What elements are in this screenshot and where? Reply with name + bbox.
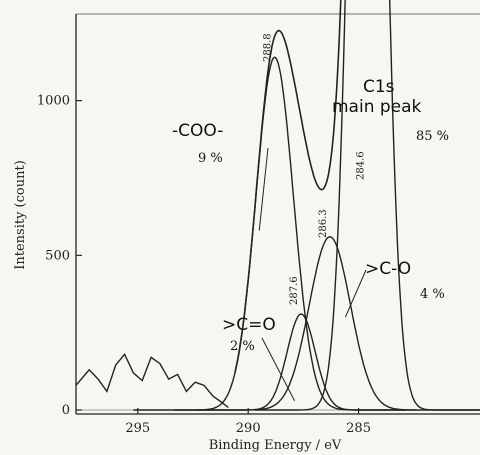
leader-c-single-o [344,269,367,318]
label-c-double-o: >C=O [222,315,276,335]
label-c-single-o: >C-O [365,259,411,279]
envelope-curve [234,0,342,373]
label-c-single-o-percent: 4 % [420,287,445,302]
y-tick-label: 0 [62,403,70,418]
label-main-peak-percent: 85 % [416,129,449,144]
label-c-double-o-percent: 2 % [230,339,255,354]
y-axis-title: Intensity (count) [13,160,28,270]
x-tick-label: 290 [236,421,261,436]
label-coo: -COO- [172,121,223,141]
component-peak-curve [254,0,480,411]
leader-c-double-o [261,337,296,401]
label-main-peak-line1: C1s [363,77,395,97]
peak-center-label: 288.8 [263,33,274,62]
peak-center-label: 287.6 [289,276,300,305]
peak-center-label: 284.6 [355,151,366,180]
x-tick-label: 295 [125,421,150,436]
plot-area: 0 500 1000 295 290 285 288.8 287.6 286.3 284.6 [37,0,480,436]
y-tick-label: 1000 [37,94,70,109]
label-main-peak-line2: main peak [332,97,422,117]
component-peak-curve [174,236,480,411]
peak-center-label: 286.3 [318,209,329,238]
label-coo-percent: 9 % [198,151,223,166]
x-axis-title: Binding Energy / eV [209,438,342,453]
baseline-noise [75,353,229,409]
leader-coo [258,147,269,231]
x-tick-label: 285 [346,421,371,436]
y-tick-label: 500 [45,248,70,263]
